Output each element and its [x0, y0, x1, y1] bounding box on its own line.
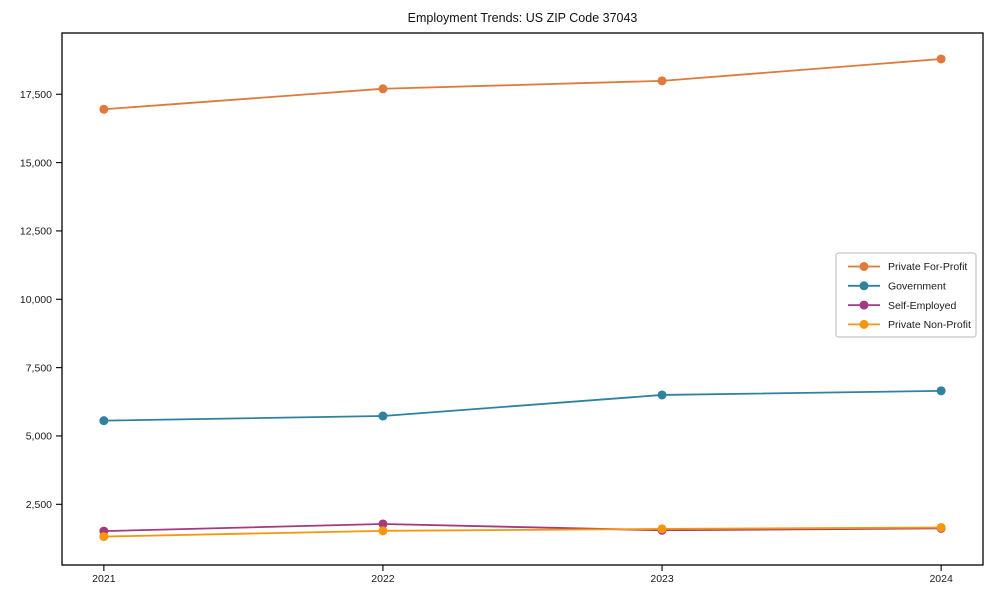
chart-title: Employment Trends: US ZIP Code 37043 [407, 11, 638, 25]
data-point-private-for-profit-2024 [936, 54, 946, 64]
data-point-government-2022 [378, 411, 388, 421]
legend-label: Private Non-Profit [888, 319, 971, 331]
x-tick-label: 2022 [371, 573, 395, 585]
legend-item-private-non-profit: Private Non-Profit [848, 319, 971, 331]
data-point-private-non-profit-2024 [936, 523, 946, 533]
y-tick-label: 5,000 [26, 431, 52, 443]
legend-marker-icon [859, 262, 869, 271]
data-point-private-for-profit-2023 [657, 76, 667, 86]
series-line-private-for-profit [103, 58, 942, 111]
series-line-government [103, 389, 942, 422]
data-point-private-non-profit-2021 [99, 532, 109, 542]
legend-marker-icon [859, 319, 869, 329]
legend-item-private-for-profit: Private For-Profit [848, 261, 967, 273]
legend-label: Private For-Profit [888, 261, 967, 273]
data-point-government-2021 [99, 416, 109, 426]
y-tick-label: 2,500 [26, 499, 52, 511]
legend-label: Government [888, 281, 946, 293]
legend-marker-icon [859, 300, 869, 310]
legend-marker-icon [859, 281, 869, 291]
x-tick-label: 2023 [650, 573, 674, 585]
y-tick-label: 10,000 [20, 294, 52, 306]
legend: Private For-Profit Government Self-Employe… [835, 252, 977, 338]
series-line-private-non-profit [103, 526, 942, 538]
data-point-private-for-profit-2022 [378, 84, 388, 94]
y-tick-label: 15,000 [20, 157, 52, 169]
y-tick-label: 12,500 [20, 226, 52, 238]
y-tick-label: 7,500 [26, 362, 52, 374]
x-tick-label: 2021 [92, 573, 116, 585]
data-point-government-2024 [936, 386, 946, 396]
data-point-private-non-profit-2022 [378, 526, 388, 536]
legend-label: Self-Employed [888, 300, 956, 312]
data-point-self-employed-2022 [378, 519, 388, 529]
x-tick-label: 2024 [929, 573, 953, 585]
data-point-government-2023 [657, 390, 667, 400]
legend-item-self-employed: Self-Employed [848, 300, 956, 312]
y-tick-label: 17,500 [20, 89, 52, 101]
series-line-self-employed [103, 523, 942, 533]
data-point-private-non-profit-2023 [657, 524, 667, 534]
data-point-private-for-profit-2021 [99, 104, 109, 114]
legend-item-government: Government [848, 281, 946, 293]
legend-box [835, 252, 977, 338]
